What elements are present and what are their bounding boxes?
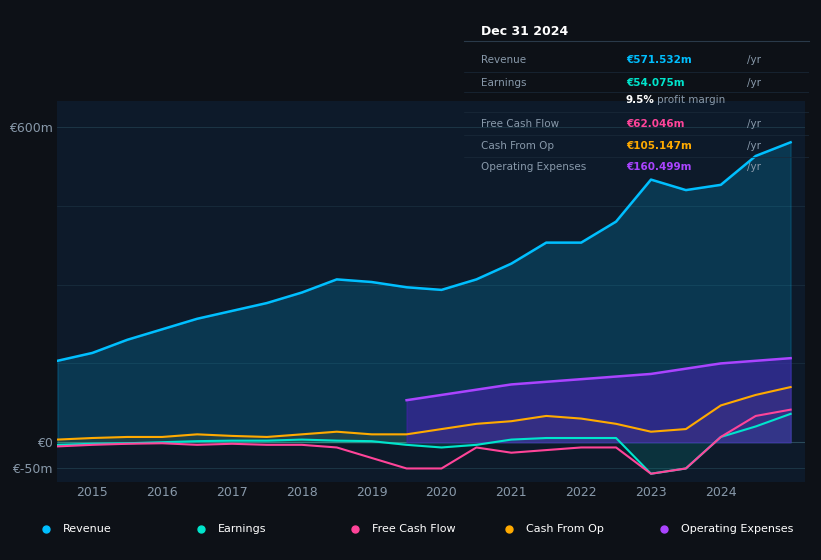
Text: Free Cash Flow: Free Cash Flow	[481, 119, 559, 129]
Text: €160.499m: €160.499m	[626, 162, 691, 172]
Text: Free Cash Flow: Free Cash Flow	[372, 524, 456, 534]
Text: /yr: /yr	[746, 162, 760, 172]
Text: Earnings: Earnings	[481, 78, 526, 88]
Text: €571.532m: €571.532m	[626, 55, 691, 65]
Text: Operating Expenses: Operating Expenses	[681, 524, 793, 534]
Text: /yr: /yr	[746, 78, 760, 88]
Text: /yr: /yr	[746, 141, 760, 151]
Text: Revenue: Revenue	[63, 524, 112, 534]
Text: Cash From Op: Cash From Op	[481, 141, 554, 151]
Text: €62.046m: €62.046m	[626, 119, 685, 129]
Text: €54.075m: €54.075m	[626, 78, 685, 88]
Text: /yr: /yr	[746, 55, 760, 65]
Text: 9.5%: 9.5%	[626, 95, 655, 105]
Text: Cash From Op: Cash From Op	[526, 524, 604, 534]
Text: /yr: /yr	[746, 119, 760, 129]
Text: Dec 31 2024: Dec 31 2024	[481, 25, 568, 38]
Text: Operating Expenses: Operating Expenses	[481, 162, 586, 172]
Text: Revenue: Revenue	[481, 55, 526, 65]
Text: €105.147m: €105.147m	[626, 141, 692, 151]
Text: profit margin: profit margin	[657, 95, 725, 105]
Text: Earnings: Earnings	[218, 524, 266, 534]
